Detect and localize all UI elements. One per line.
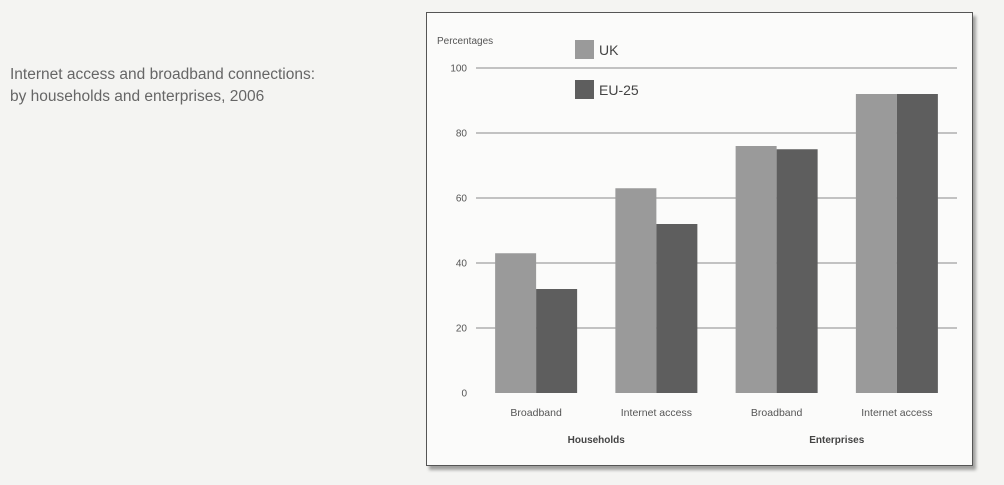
legend: UK EU-25 — [575, 40, 639, 99]
legend-swatch — [575, 40, 594, 59]
x-tick-label: Broadband — [510, 407, 562, 419]
y-axis-label: Percentages — [437, 36, 493, 47]
bar-eu-25 — [656, 224, 698, 393]
x-axis-labels: Broadband Internet access Broadband Interne… — [510, 407, 932, 446]
y-axis-ticks: 0 20 40 60 80 100 — [450, 64, 467, 400]
bar-eu-25 — [536, 289, 578, 393]
x-tick-label: Broadband — [751, 407, 803, 419]
bar-eu-25 — [776, 149, 818, 393]
chart-caption: Internet access and broadband connection… — [10, 64, 315, 108]
bar-eu-25 — [896, 94, 938, 393]
x-group-label: Households — [568, 435, 626, 446]
bar-uk — [855, 94, 897, 393]
y-tick-label: 20 — [456, 324, 468, 335]
legend-swatch — [575, 80, 594, 99]
bar-uk — [615, 188, 657, 393]
x-tick-label: Internet access — [861, 407, 932, 419]
y-tick-label: 80 — [456, 129, 468, 140]
chart-frame: 0 20 40 60 80 100 Broadband Internet access Bro… — [426, 12, 973, 466]
y-tick-label: 0 — [461, 389, 467, 400]
legend-label: UK — [599, 42, 619, 58]
legend-label: EU-25 — [599, 82, 639, 98]
y-tick-label: 40 — [456, 259, 468, 270]
caption-line-2: by households and enterprises, 2006 — [10, 88, 265, 105]
x-group-label: Enterprises — [809, 435, 864, 446]
bar-uk — [735, 146, 777, 393]
y-tick-label: 60 — [456, 194, 468, 205]
x-tick-label: Internet access — [621, 407, 692, 419]
bar-uk — [495, 253, 537, 393]
caption-line-1: Internet access and broadband connection… — [10, 66, 316, 83]
y-tick-label: 100 — [450, 64, 467, 75]
bars — [495, 94, 938, 393]
